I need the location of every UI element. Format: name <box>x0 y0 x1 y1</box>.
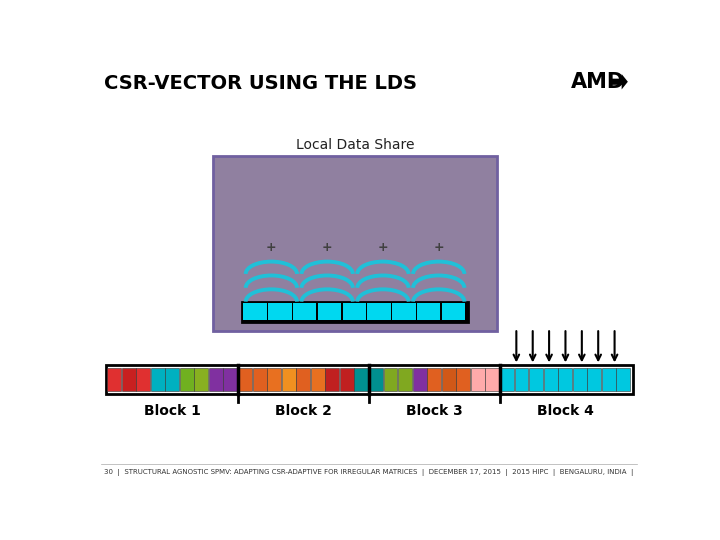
Bar <box>150 368 165 391</box>
Text: Block 4: Block 4 <box>537 403 594 417</box>
Bar <box>293 303 316 320</box>
Bar <box>122 368 135 391</box>
Bar <box>213 156 498 331</box>
Text: +: + <box>433 241 444 254</box>
Bar <box>107 368 121 391</box>
Bar <box>500 368 514 391</box>
Bar <box>267 368 281 391</box>
Bar <box>442 368 456 391</box>
Bar <box>209 368 223 391</box>
Bar <box>616 368 630 391</box>
Bar <box>318 303 341 320</box>
Text: Block 3: Block 3 <box>406 403 463 417</box>
Bar <box>223 368 238 391</box>
Bar <box>485 368 500 391</box>
Text: +: + <box>377 241 388 254</box>
Bar <box>442 303 465 320</box>
Bar <box>354 368 369 391</box>
Bar <box>136 368 150 391</box>
Text: AMD: AMD <box>570 72 625 92</box>
Text: Block 2: Block 2 <box>275 403 332 417</box>
Polygon shape <box>611 74 628 90</box>
Bar <box>194 368 208 391</box>
Bar <box>384 368 397 391</box>
Bar <box>572 368 587 391</box>
Text: Local Data Share: Local Data Share <box>296 138 414 152</box>
Bar <box>242 302 468 322</box>
Text: +: + <box>266 241 276 254</box>
Bar <box>588 368 601 391</box>
Bar <box>269 303 292 320</box>
Text: CSR-VECTOR USING THE LDS: CSR-VECTOR USING THE LDS <box>104 74 417 93</box>
Bar <box>253 368 266 391</box>
Bar <box>325 368 339 391</box>
Bar <box>311 368 325 391</box>
Bar <box>367 303 391 320</box>
Bar <box>106 365 632 394</box>
Bar <box>398 368 412 391</box>
Bar <box>427 368 441 391</box>
Text: +: + <box>322 241 333 254</box>
Text: 30  |  STRUCTURAL AGNOSTIC SPMV: ADAPTING CSR-ADAPTIVE FOR IRREGULAR MATRICES  |: 30 | STRUCTURAL AGNOSTIC SPMV: ADAPTING … <box>104 469 634 476</box>
Bar <box>471 368 485 391</box>
Bar <box>544 368 557 391</box>
Bar <box>180 368 194 391</box>
Bar <box>166 368 179 391</box>
Bar <box>296 368 310 391</box>
Text: Block 1: Block 1 <box>144 403 201 417</box>
Bar <box>369 368 383 391</box>
Bar <box>343 303 366 320</box>
Bar <box>340 368 354 391</box>
Bar <box>392 303 415 320</box>
Bar <box>558 368 572 391</box>
Bar <box>417 303 441 320</box>
Bar <box>602 368 616 391</box>
Bar <box>238 368 252 391</box>
Bar <box>243 303 266 320</box>
Bar <box>413 368 426 391</box>
Bar <box>529 368 543 391</box>
Bar <box>515 368 528 391</box>
Bar <box>282 368 296 391</box>
Bar <box>456 368 470 391</box>
